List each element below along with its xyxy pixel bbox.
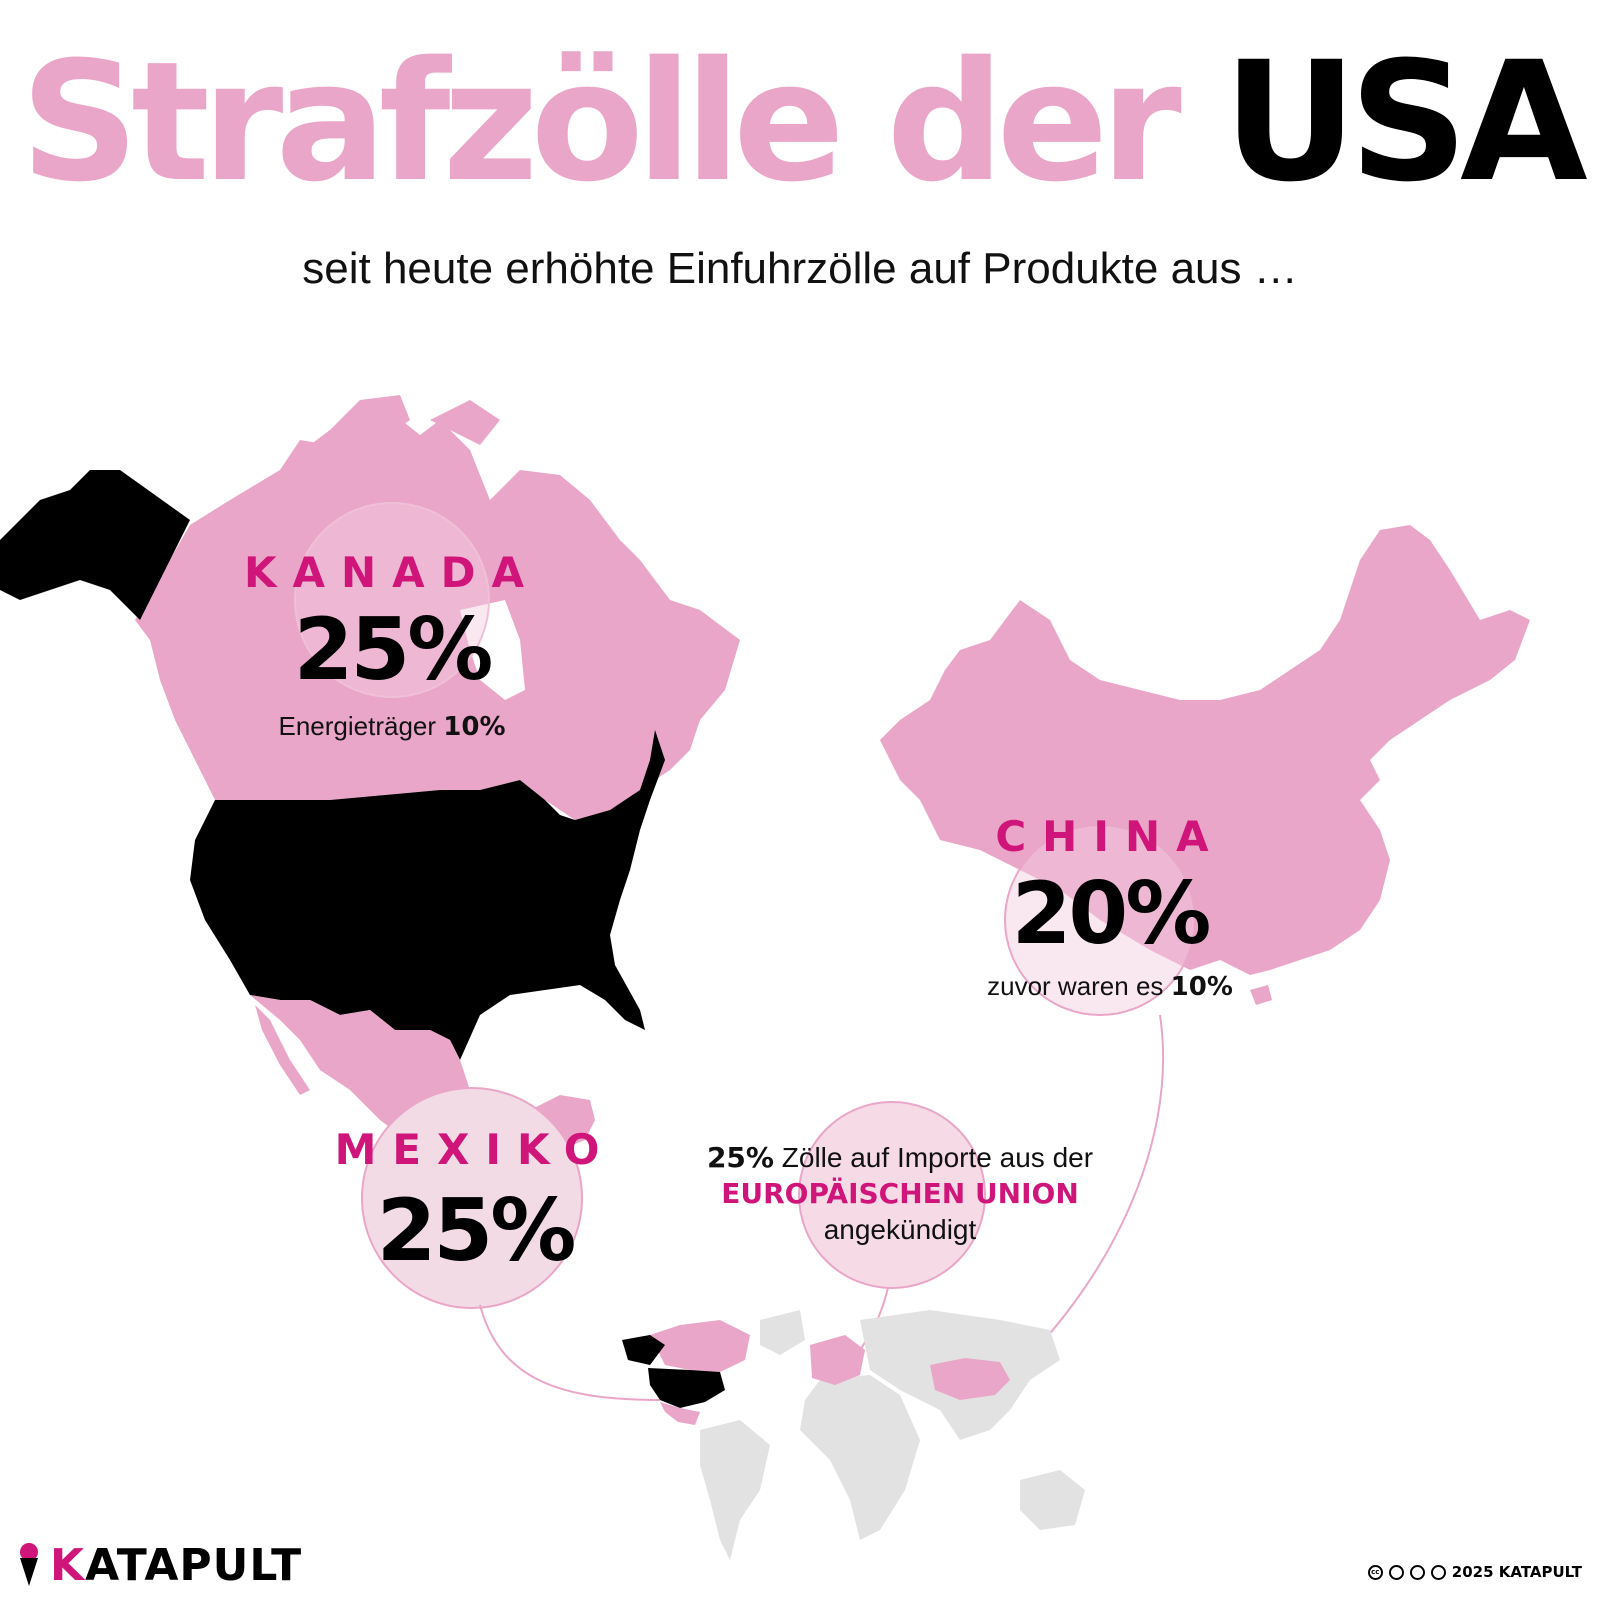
eu-note-region: EUROPÄISCHEN UNION <box>721 1177 1079 1210</box>
eu-note-status: angekündigt <box>823 1214 977 1245</box>
circle-eu <box>798 1101 986 1289</box>
subtitle: seit heute erhöhte Einfuhrzölle auf Prod… <box>302 244 1298 293</box>
world-south-america <box>700 1420 770 1560</box>
note-kanada-label: Energieträger <box>278 711 437 741</box>
connector-mexiko <box>479 1304 661 1401</box>
map-baja <box>255 1005 310 1095</box>
tariff-kanada: 25% <box>293 600 494 700</box>
title-part-1: Strafzölle der <box>20 26 1181 218</box>
map-hainan <box>1250 985 1272 1005</box>
page-title: Strafzölle der USA <box>0 40 1600 205</box>
map-canada <box>135 415 740 820</box>
note-kanada: Energieträger 10% <box>232 711 552 742</box>
credit-text: 2025 KATAPULT <box>1451 1563 1582 1581</box>
label-china: CHINA 20% zuvor waren es 10% <box>950 812 1270 1002</box>
circle-kanada <box>294 502 490 698</box>
world-china <box>930 1358 1010 1400</box>
map-alaska <box>0 470 190 620</box>
country-name-china: CHINA <box>995 812 1225 861</box>
by-icon <box>1388 1564 1404 1580</box>
circle-china <box>1004 824 1196 1016</box>
world-usa <box>648 1368 725 1408</box>
nc-icon <box>1409 1564 1425 1580</box>
map-hudson-bay <box>460 600 525 700</box>
world-mexico <box>660 1402 700 1425</box>
eu-note-text: Zölle auf Importe aus der <box>781 1142 1094 1173</box>
map-usa <box>190 730 665 1060</box>
world-australia <box>1020 1470 1085 1530</box>
country-name-mexiko: MEXIKO <box>334 1125 616 1174</box>
tariff-china: 20% <box>1011 864 1212 964</box>
eu-note: 25% Zölle auf Importe aus der EUROPÄISCH… <box>690 1140 1110 1248</box>
note-china-value: 10% <box>1170 972 1233 1002</box>
world-canada <box>650 1320 750 1372</box>
world-greenland <box>760 1310 805 1355</box>
katapult-logo: KATAPULT <box>16 1540 302 1591</box>
circle-mexiko <box>361 1087 583 1309</box>
logo-wordmark: KATAPULT <box>50 1540 302 1591</box>
nd-icon <box>1430 1564 1446 1580</box>
label-mexiko: MEXIKO 25% <box>320 1125 630 1274</box>
icecream-icon <box>20 1543 38 1586</box>
logo-first-letter: K <box>50 1539 86 1591</box>
world-europe <box>810 1335 865 1385</box>
title-part-2: USA <box>1223 26 1588 218</box>
note-china: zuvor waren es 10% <box>950 971 1270 1002</box>
tariff-mexiko: 25% <box>376 1181 577 1281</box>
eu-note-value: 25% <box>706 1141 774 1174</box>
eu-note-line1: 25% Zölle auf Importe aus der <box>690 1140 1110 1176</box>
world-africa <box>800 1375 920 1540</box>
world-alaska <box>622 1335 665 1365</box>
world-map-small <box>622 1310 1085 1560</box>
note-china-label: zuvor waren es <box>987 971 1164 1001</box>
cc-icon: cc <box>1367 1564 1383 1580</box>
country-name-kanada: KANADA <box>243 548 541 597</box>
map-china <box>880 525 1530 975</box>
logo-rest: ATAPULT <box>85 1539 303 1591</box>
map-canada-islands <box>290 395 500 460</box>
credit: cc 2025 KATAPULT <box>1367 1563 1582 1581</box>
label-kanada: KANADA 25% Energieträger 10% <box>232 548 552 742</box>
note-kanada-value: 10% <box>443 712 506 742</box>
